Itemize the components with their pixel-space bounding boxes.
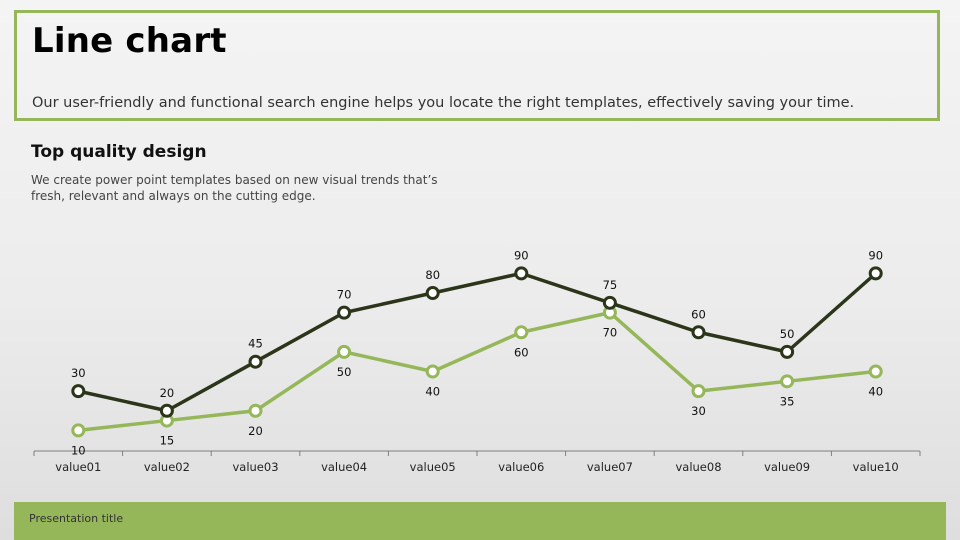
x-tick-label: value05: [410, 460, 456, 474]
x-tick-label: value03: [232, 460, 278, 474]
data-point: [602, 295, 617, 310]
section-heading: Top quality design: [31, 142, 207, 162]
data-point: [71, 384, 86, 399]
data-point: [337, 344, 352, 359]
data-label: 20: [248, 424, 263, 438]
data-point: [514, 325, 529, 340]
data-point: [691, 325, 706, 340]
data-point: [337, 305, 352, 320]
x-tick-label: value07: [587, 460, 633, 474]
data-label: 15: [160, 434, 175, 448]
x-tick-label: value08: [675, 460, 721, 474]
footer-text: Presentation title: [29, 512, 124, 525]
data-label: 50: [780, 327, 795, 341]
data-label: 60: [514, 345, 529, 359]
data-label: 45: [248, 337, 263, 351]
data-point: [780, 374, 795, 389]
x-tick-label: value06: [498, 460, 544, 474]
data-label: 75: [603, 278, 618, 292]
data-label: 90: [514, 248, 529, 262]
data-label: 70: [603, 326, 618, 340]
page-title: Line chart: [32, 21, 227, 61]
x-tick-label: value09: [764, 460, 810, 474]
x-tick-label: value02: [144, 460, 190, 474]
data-label: 30: [691, 404, 706, 418]
data-label: 60: [691, 307, 706, 321]
data-label: 35: [780, 394, 795, 408]
page-subtitle: Our user-friendly and functional search …: [32, 95, 855, 111]
title-box: Line chart Our user-friendly and functio…: [14, 10, 940, 121]
data-label: 80: [425, 268, 440, 282]
data-label: 40: [425, 385, 440, 399]
x-tick-label: value04: [321, 460, 367, 474]
data-label: 30: [71, 366, 86, 380]
data-point: [425, 364, 440, 379]
x-tick-label: value01: [55, 460, 101, 474]
data-label: 50: [337, 365, 352, 379]
data-label: 20: [160, 386, 175, 400]
data-point: [868, 364, 883, 379]
series-line-1: [77, 271, 877, 413]
series-line-2: [78, 310, 876, 433]
data-point: [868, 266, 883, 281]
x-tick-label: value10: [853, 460, 899, 474]
data-point: [159, 403, 174, 418]
data-label: 40: [868, 385, 883, 399]
section-body: We create power point templates based on…: [31, 173, 438, 203]
data-point: [248, 354, 263, 369]
footer-bar: Presentation title: [14, 502, 946, 540]
data-label: 70: [337, 288, 352, 302]
data-point: [425, 286, 440, 300]
data-point: [514, 266, 529, 281]
data-point: [248, 403, 263, 418]
data-point: [780, 344, 795, 359]
data-point: [691, 384, 706, 399]
data-label: 90: [868, 248, 883, 262]
data-point: [71, 423, 86, 438]
data-label: 10: [71, 443, 86, 457]
